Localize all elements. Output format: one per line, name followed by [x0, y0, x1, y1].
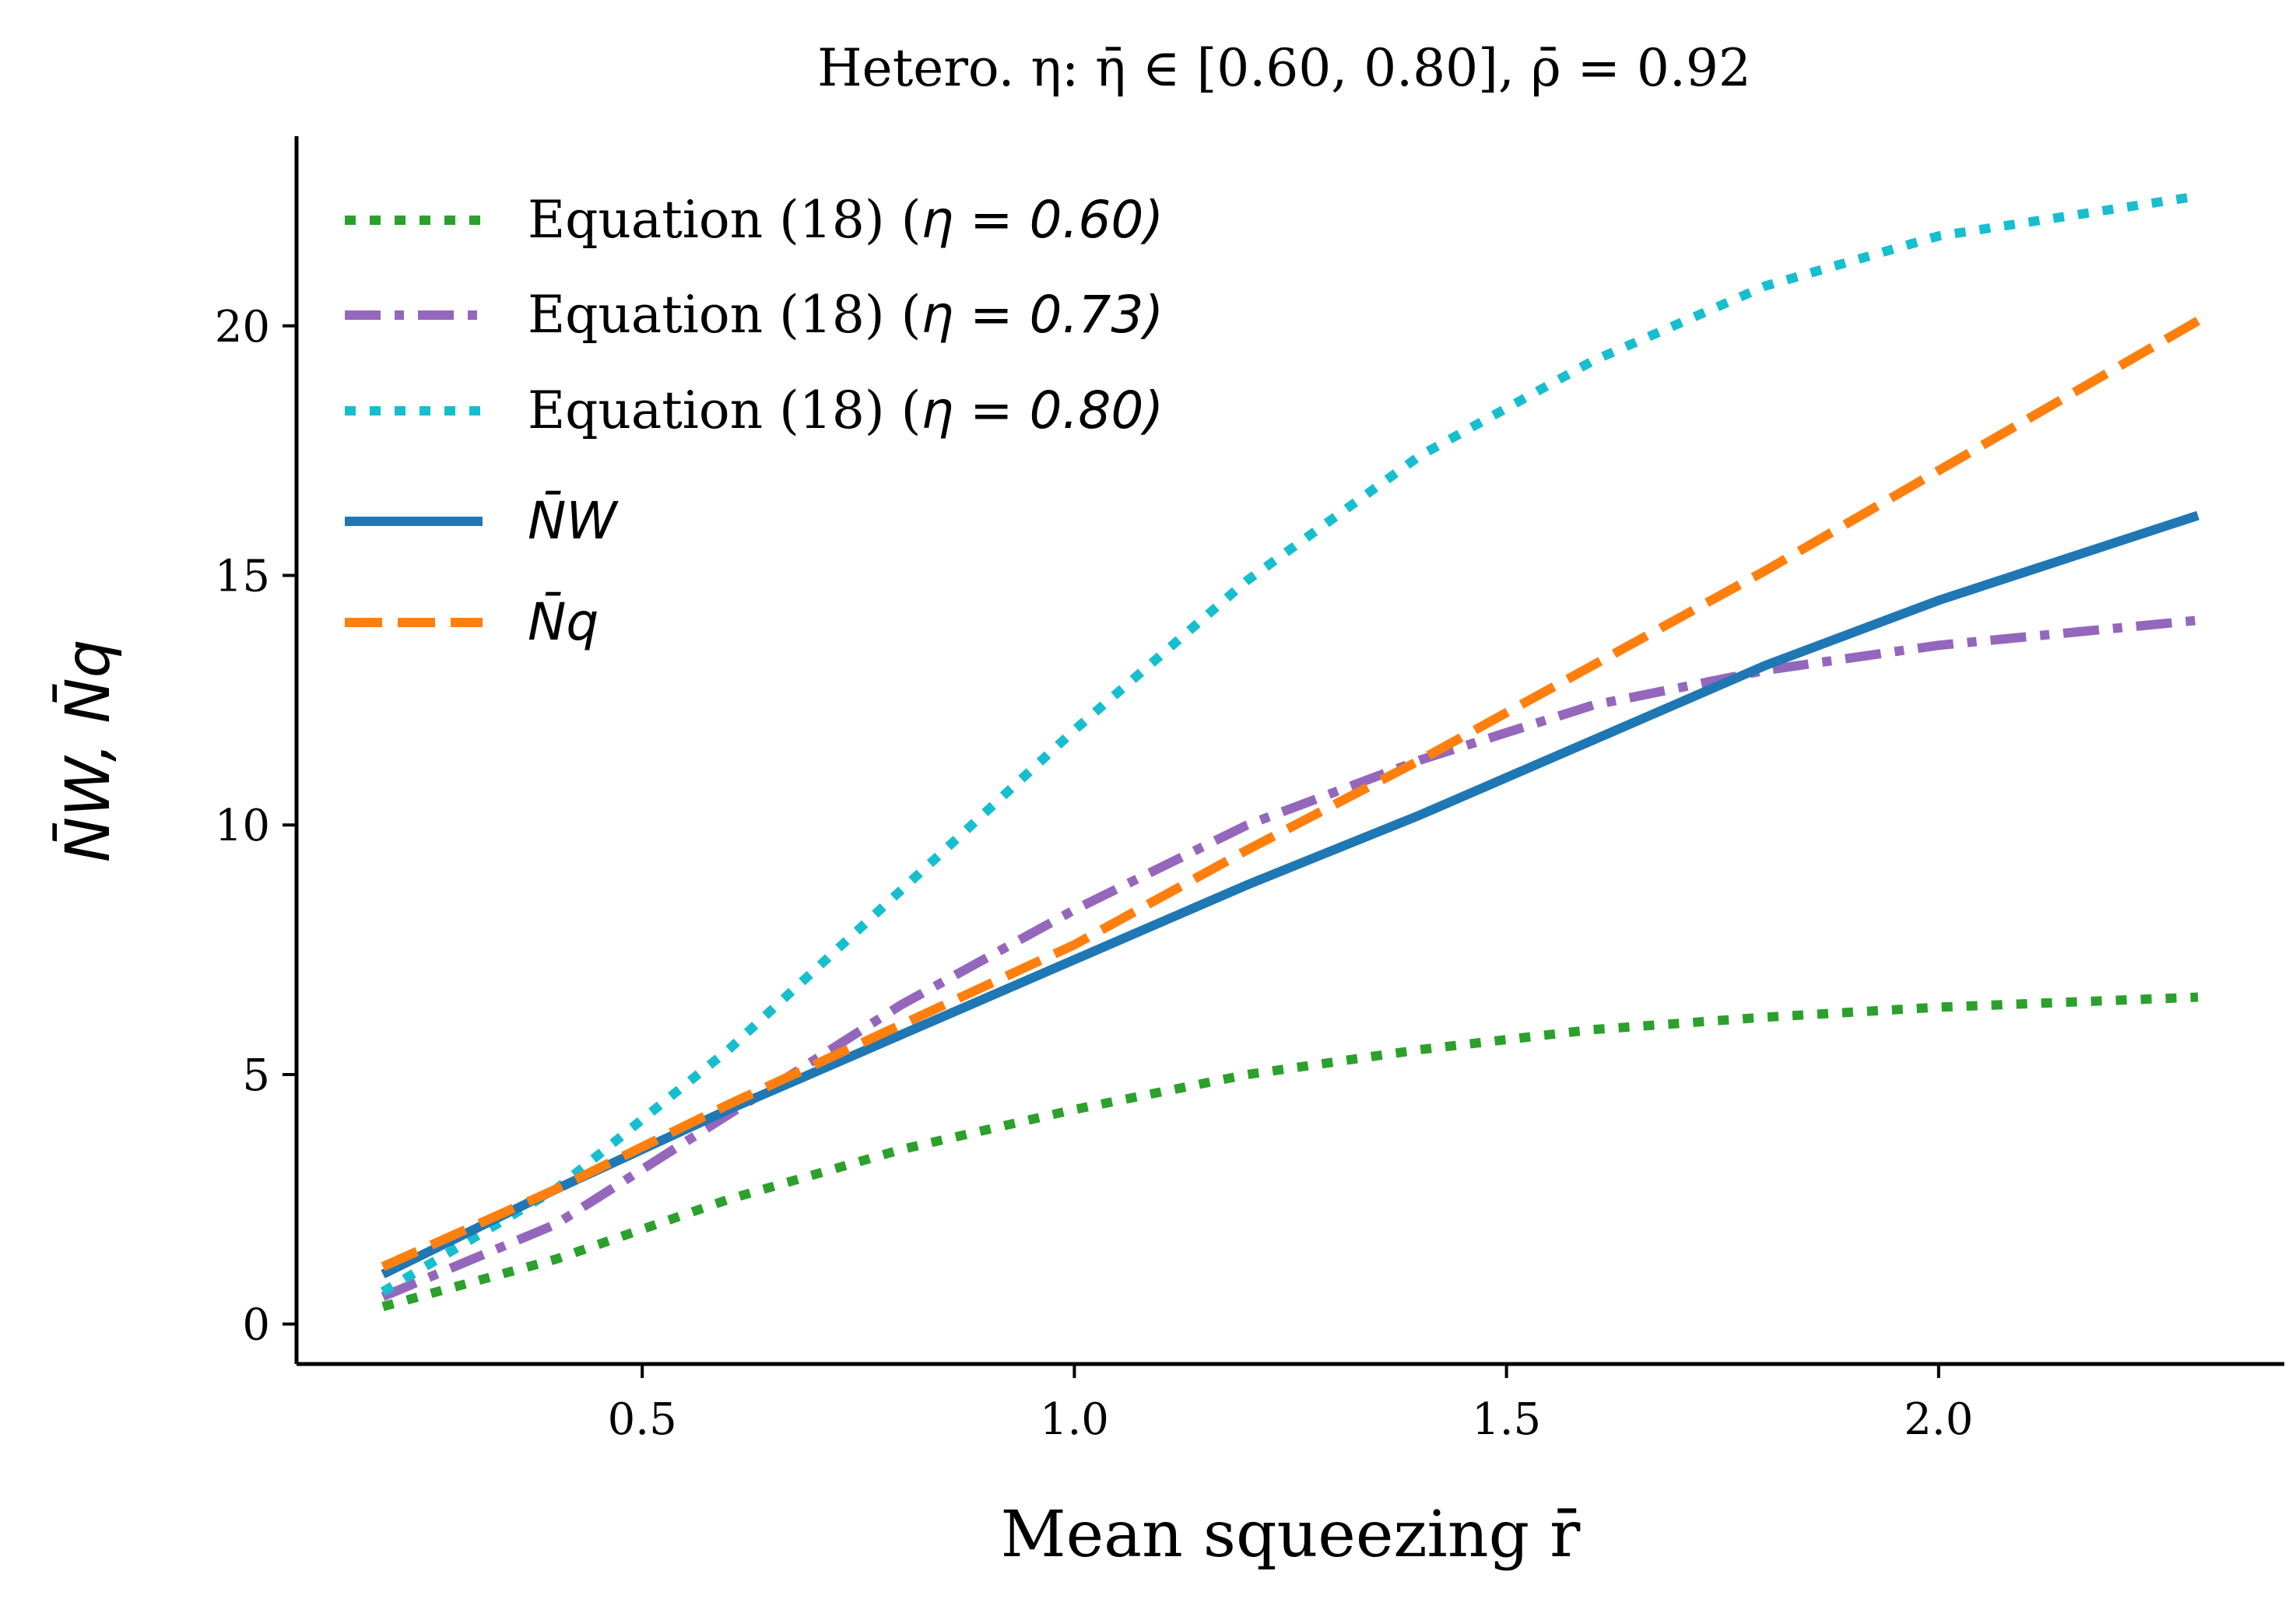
series-line-5: [381, 317, 2201, 1271]
y-tick-label: 10: [215, 801, 270, 851]
legend: Equation (18) (η = 0.60) Equation (18) (η…: [345, 190, 1164, 652]
legend-label-4: N̄W: [528, 491, 619, 551]
y-tick-label: 20: [215, 302, 270, 352]
y-axis-label: N̄W, N̄q: [52, 640, 124, 863]
legend-label-3: Equation (18) (η = 0.80): [528, 380, 1164, 440]
series-line-2: [381, 615, 2199, 1301]
y-tick-label: 0: [242, 1300, 270, 1351]
series-line-3: [380, 191, 2199, 1296]
y-ticks: 0 5 10 15 20: [215, 302, 297, 1351]
chart-title: Hetero. η: η̄ ∈ [0.60, 0.80], ρ̄ = 0.92: [817, 38, 1751, 98]
series-line-4: [381, 510, 2199, 1278]
series-line-1: [381, 992, 2199, 1311]
legend-label-1: Equation (18) (η = 0.60): [528, 190, 1164, 250]
x-tick-label: 2.0: [1904, 1394, 1973, 1445]
x-tick-label: 1.0: [1040, 1394, 1109, 1445]
y-tick-label: 15: [215, 551, 270, 601]
y-tick-label: 5: [242, 1050, 270, 1101]
x-tick-label: 1.5: [1472, 1394, 1541, 1445]
legend-label-2: Equation (18) (η = 0.73): [528, 285, 1164, 345]
legend-label-5: N̄q: [528, 592, 599, 652]
x-ticks: 0.5 1.0 1.5 2.0: [608, 1364, 1973, 1445]
series-layer: [380, 191, 2201, 1311]
x-axis-label: Mean squeezing r̄: [1001, 1498, 1581, 1572]
x-tick-label: 0.5: [608, 1394, 677, 1445]
